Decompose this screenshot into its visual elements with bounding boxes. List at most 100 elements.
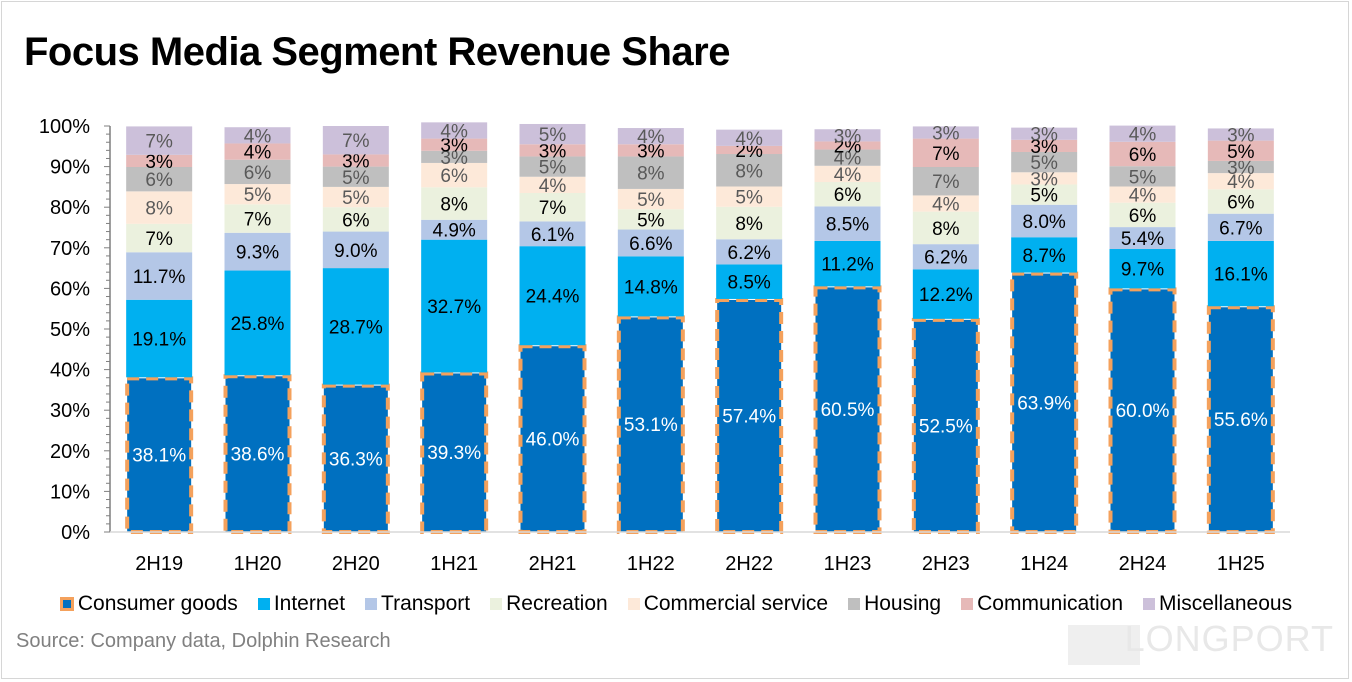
bar-recreation (814, 182, 881, 207)
bar-consumer-goods (1010, 271, 1079, 534)
bar-transport (1109, 227, 1176, 250)
bar-stack-2H19: 38.1%19.1%11.7%7%8%6%3%7% (125, 126, 194, 534)
data-label: 7% (145, 132, 173, 153)
bar-transport (1207, 213, 1274, 241)
data-label: 4% (1129, 125, 1157, 146)
y-tick-label: 20% (50, 441, 90, 463)
bar-communication (224, 143, 291, 160)
bar-stack-1H22: 53.1% 14.8% 6.6% 5%5% 8%3%4% (616, 127, 685, 534)
data-label: 63.9% (1017, 393, 1071, 414)
data-label: 6% (244, 163, 272, 184)
x-axis: 2H19 1H20 2H20 1H21 2H21 1H22 2H22 1H23 2H23 1H24… (110, 531, 1290, 575)
legend-label: Communication (977, 592, 1124, 615)
data-label: 6.6% (629, 234, 672, 255)
bar-recreation (1109, 202, 1176, 228)
bar-recreation (322, 207, 389, 232)
legend-label: Miscellaneous (1159, 592, 1293, 615)
bar-commercial-service (224, 184, 291, 205)
bar-stack-2H23: 52.5%12.2%6.2%8%4%7%7%3% (911, 123, 980, 534)
data-label: 3% (637, 141, 665, 162)
bar-miscellaneous (1011, 127, 1078, 140)
data-label: 53.1% (624, 415, 678, 436)
data-label: 6% (145, 170, 173, 191)
data-label: 8.7% (1023, 246, 1066, 267)
data-label: 38.1% (132, 446, 186, 467)
data-label: 4% (1227, 172, 1255, 193)
data-label: 5% (637, 190, 665, 211)
data-label: 5% (1227, 142, 1255, 163)
x-tick-label: 1H21 (430, 553, 478, 575)
legend-swatch-icon (961, 598, 974, 610)
legend-item-miscellaneous: Miscellaneous (1143, 592, 1292, 616)
data-label: 6% (834, 185, 862, 206)
bar-recreation (421, 187, 488, 220)
legend-label: Consumer goods (77, 592, 238, 615)
bar-consumer-goods (1108, 287, 1177, 534)
bar-stack-1H21: 39.3%32.7%4.9%8%6%3%3%4% (420, 121, 489, 534)
data-label: 6% (440, 166, 468, 187)
bar-recreation (617, 209, 684, 230)
legend-label: Recreation (506, 592, 608, 615)
bar-commercial-service (519, 176, 586, 193)
bar-communication (814, 141, 881, 150)
data-label: 3% (1227, 126, 1255, 147)
bar-commercial-service (322, 186, 389, 208)
bar-miscellaneous (519, 123, 586, 145)
legend: Consumer goods Internet Transport Recreatio… (0, 592, 1352, 616)
legend-swatch-icon (59, 597, 74, 611)
bar-stack-1H20: 38.6%25.8%9.3%7%5%6%4%4% (223, 126, 292, 534)
data-label: 8% (735, 214, 763, 235)
bar-commercial-service (716, 186, 783, 207)
data-label: 4% (539, 176, 567, 197)
x-tick-label: 2H22 (725, 553, 773, 575)
bar-internet (126, 299, 193, 378)
bar-commercial-service (1207, 173, 1274, 190)
data-label: 3% (342, 152, 370, 173)
data-label: 60.5% (821, 400, 875, 421)
bar-housing (126, 167, 193, 192)
x-tick-label: 2H23 (922, 553, 970, 575)
legend-swatch-icon (257, 598, 270, 610)
bar-transport (519, 221, 586, 247)
data-label: 2% (834, 136, 862, 157)
data-label: 5% (539, 158, 567, 179)
data-label: 3% (1227, 158, 1255, 179)
bar-housing (1011, 151, 1078, 173)
bar-commercial-service (912, 195, 979, 212)
bar-commercial-service (126, 191, 193, 224)
bar-stack-2H20: 36.3%28.7%9.0%6%5%5%3%7% (321, 126, 390, 535)
y-tick-label: 100% (39, 116, 90, 138)
bar-communication (126, 154, 193, 168)
data-label: 8.5% (826, 215, 869, 236)
data-label: 4% (244, 143, 272, 164)
data-label: 36.3% (329, 449, 383, 470)
bar-recreation (716, 206, 783, 240)
data-label: 4% (440, 121, 468, 142)
bar-internet (814, 240, 881, 287)
y-tick-label: 30% (50, 400, 90, 422)
stacked-bar-chart: 0% 10% 20% 30% 40% 50% 60% 70% 80% 90% 100% 38.1% 1… (39, 116, 1290, 575)
data-label: 5% (735, 188, 763, 209)
data-label: 7% (932, 172, 960, 193)
y-tick-label: 90% (50, 157, 90, 179)
x-tick-label: 2H21 (529, 553, 577, 575)
data-label: 4% (244, 126, 272, 147)
bar-internet (912, 269, 979, 319)
data-label: 5.4% (1121, 229, 1164, 250)
bar-consumer-goods (321, 383, 390, 535)
bar-internet (519, 246, 586, 346)
data-label: 9.0% (334, 241, 377, 262)
bar-stack-2H21: 46.0%24.4%6.1%7%4%5%3%5% (518, 123, 587, 534)
bar-recreation (1011, 184, 1078, 205)
bar-commercial-service (1011, 172, 1078, 185)
bar-housing (224, 159, 291, 185)
data-label: 3% (834, 126, 862, 147)
data-label: 19.1% (132, 330, 186, 351)
data-label: 8% (637, 164, 665, 185)
bar-recreation (912, 211, 979, 245)
legend-item-communication: Communication (961, 592, 1123, 616)
bar-internet (617, 256, 684, 317)
watermark-text: LONGPORT (1124, 618, 1334, 659)
data-label: 6% (1129, 145, 1157, 166)
